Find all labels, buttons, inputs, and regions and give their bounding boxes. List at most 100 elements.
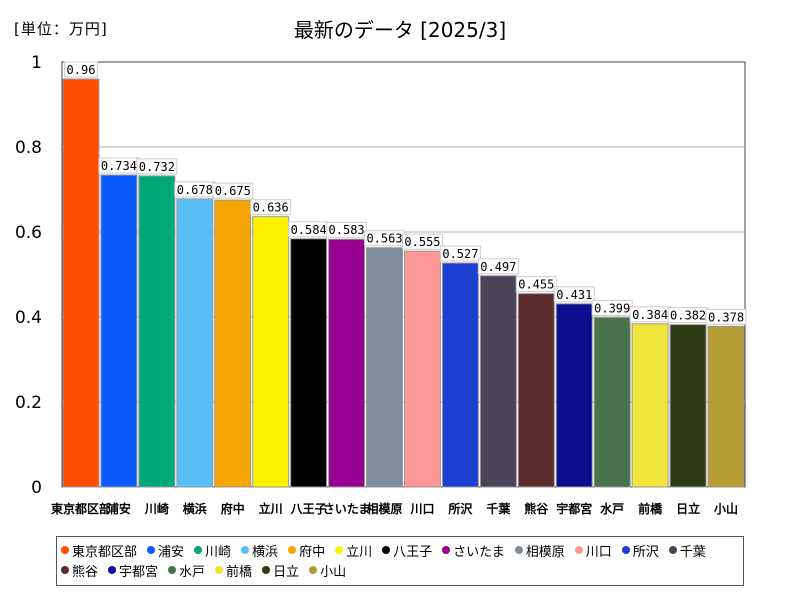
data-label-bg xyxy=(326,221,368,238)
x-tick-label: 東京都区部 xyxy=(51,501,111,516)
legend-swatch xyxy=(147,546,156,554)
data-label: 0.527 xyxy=(442,247,478,261)
legend-swatch xyxy=(574,546,583,554)
legend-label: 浦安 xyxy=(158,544,185,560)
bar xyxy=(669,324,707,488)
x-tick-label: 相模原 xyxy=(367,501,403,516)
legend-swatch xyxy=(262,566,271,574)
y-tick-label: 0 xyxy=(31,478,42,498)
legend-item: 小山 xyxy=(309,560,346,580)
legend-label: 八王子 xyxy=(393,544,433,560)
bar xyxy=(328,238,366,488)
data-label-bg xyxy=(477,258,519,275)
data-label: 0.732 xyxy=(139,160,175,174)
x-tick-label: 千葉 xyxy=(486,501,511,516)
data-label-bg xyxy=(439,245,481,262)
x-tick-label: 立川 xyxy=(259,501,283,516)
bar xyxy=(366,247,403,488)
legend-swatch xyxy=(668,546,677,554)
legend-label: 横浜 xyxy=(252,544,279,560)
legend-swatch xyxy=(61,546,69,554)
legend-label: 東京都区部 xyxy=(72,544,138,560)
bar xyxy=(214,199,252,488)
legend-item: 府中 xyxy=(288,540,325,560)
bar xyxy=(404,250,441,488)
legend-label: 相模原 xyxy=(525,544,565,560)
y-tick-label: 0.4 xyxy=(15,308,42,328)
y-tick-label: 1 xyxy=(31,53,42,73)
data-label-bg xyxy=(515,276,557,293)
legend-item: 千葉 xyxy=(668,540,706,560)
y-tick-label: 0.6 xyxy=(15,223,42,243)
legend-swatch xyxy=(309,566,318,574)
data-label: 0.675 xyxy=(215,184,251,198)
bar xyxy=(100,174,138,488)
legend-item: 立川 xyxy=(335,540,372,560)
x-tick-label: 前橋 xyxy=(638,501,663,516)
data-label-bg xyxy=(401,233,443,250)
legend-label: 前橋 xyxy=(226,564,253,580)
legend-label: 小山 xyxy=(320,564,347,580)
data-label-bg xyxy=(250,199,292,216)
legend-swatch xyxy=(335,546,344,554)
data-label-bg xyxy=(553,286,595,303)
data-label: 0.378 xyxy=(708,310,744,324)
x-tick-label: さいたま xyxy=(323,502,371,516)
data-label: 0.497 xyxy=(480,260,516,274)
legend-label: 所沢 xyxy=(632,544,659,560)
bar xyxy=(176,198,214,488)
legend-item: 浦安 xyxy=(147,540,184,560)
legend-item: 日立 xyxy=(262,560,299,580)
x-tick-label: 八王子 xyxy=(290,502,327,516)
bar xyxy=(441,262,479,488)
bar xyxy=(517,293,555,488)
x-tick-label: 川口 xyxy=(409,502,434,516)
x-tick-label: 水戸 xyxy=(600,501,624,516)
data-label: 0.455 xyxy=(518,278,554,292)
bar-chart: 0 0.2 0.4 0.6 0.8 1 0.96 東京都区部 0.734 浦安 0.732 川崎 0.6… xyxy=(15,53,747,516)
bar xyxy=(479,275,517,488)
legend-swatch xyxy=(108,566,117,574)
x-tick-label: 浦安 xyxy=(107,501,131,516)
bar xyxy=(631,323,669,488)
data-label: 0.555 xyxy=(404,235,440,249)
legend-label: さいたま xyxy=(453,544,505,560)
data-label-bg xyxy=(705,308,747,325)
data-label-bg xyxy=(136,158,178,175)
y-tick-label: 0.2 xyxy=(15,393,42,413)
legend-item: 宇都宮 xyxy=(108,560,158,580)
legend-item: 所沢 xyxy=(621,540,659,560)
legend-item: 川口 xyxy=(574,540,612,560)
data-label: 0.382 xyxy=(670,309,706,323)
legend-item: 東京都区部 xyxy=(61,540,137,560)
data-label: 0.431 xyxy=(556,288,592,302)
bar xyxy=(290,238,328,488)
legend-label: 水戸 xyxy=(179,564,206,580)
legend-label: 熊谷 xyxy=(72,564,99,580)
data-label: 0.636 xyxy=(253,201,289,215)
data-label-bg xyxy=(212,182,254,199)
legend-swatch xyxy=(168,566,177,574)
legend-label: 千葉 xyxy=(679,544,706,560)
legend-label: 府中 xyxy=(299,544,326,560)
bar xyxy=(593,316,631,488)
data-label: 0.584 xyxy=(291,223,327,237)
legend-swatch xyxy=(194,546,203,554)
bar xyxy=(555,303,593,488)
data-label: 0.399 xyxy=(594,301,630,315)
data-label: 0.384 xyxy=(632,308,668,322)
legend-item: 水戸 xyxy=(168,560,205,580)
plot-area xyxy=(61,61,746,488)
legend-swatch xyxy=(621,546,630,554)
data-label: 0.563 xyxy=(366,232,402,246)
legend-label: 川口 xyxy=(585,544,612,560)
x-tick-label: 小山 xyxy=(714,501,738,516)
x-tick-label: 日立 xyxy=(676,501,700,516)
bar xyxy=(138,175,176,488)
legend-label: 日立 xyxy=(273,564,300,580)
y-tick-label: 0.8 xyxy=(15,138,42,158)
x-tick-label: 川崎 xyxy=(144,501,169,516)
data-label: 0.583 xyxy=(329,223,365,237)
legend-item: 八王子 xyxy=(382,540,432,560)
legend-item: 相模原 xyxy=(514,540,565,560)
